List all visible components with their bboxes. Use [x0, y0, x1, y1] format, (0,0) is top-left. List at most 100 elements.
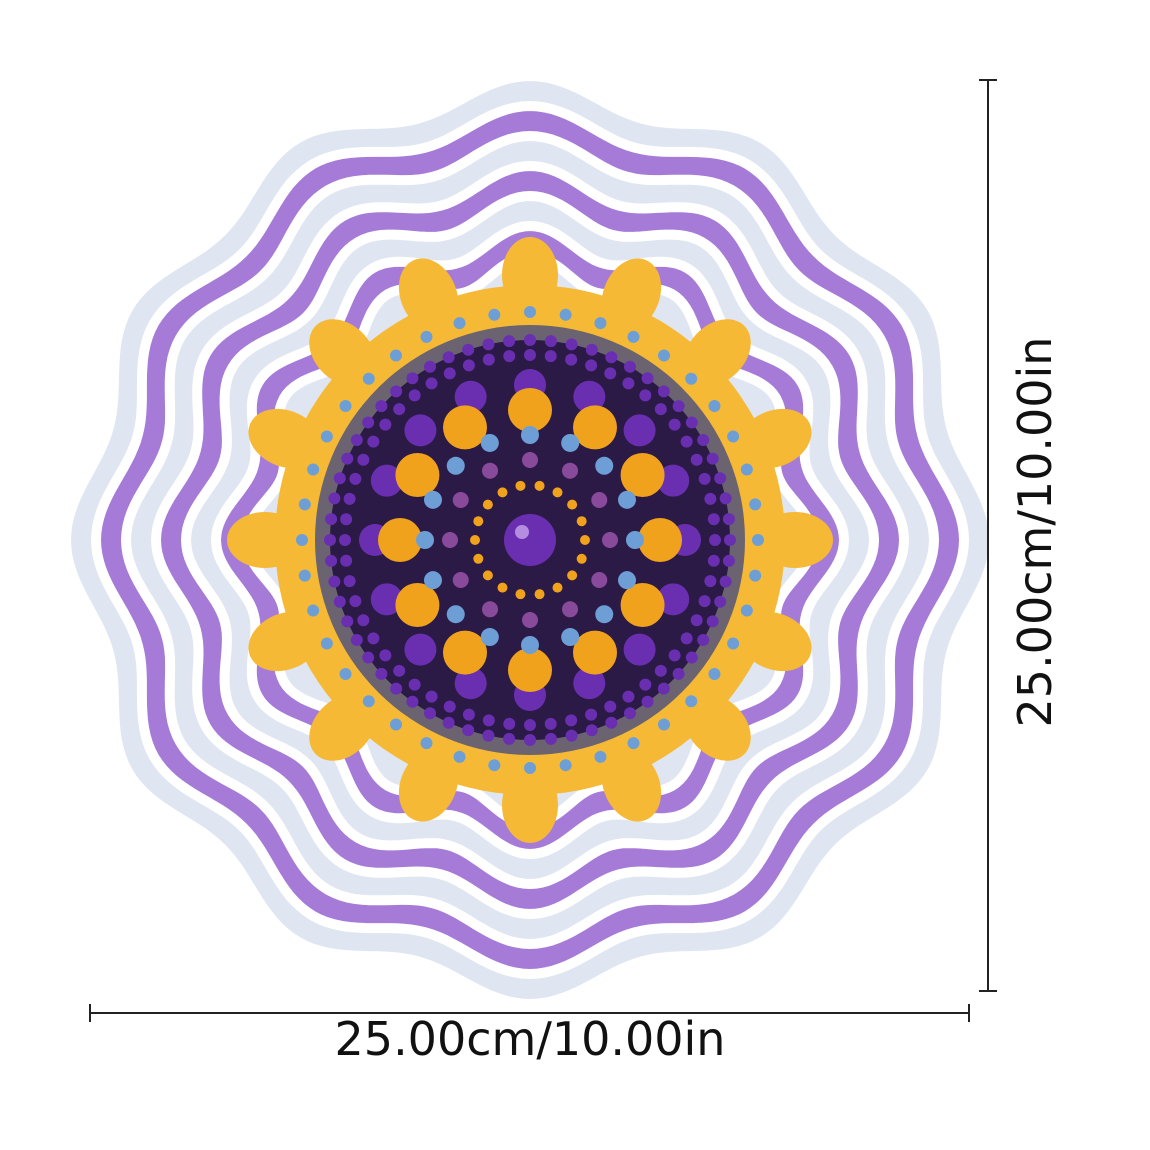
orange-dot — [576, 516, 587, 527]
purple-dot — [605, 351, 618, 364]
blue-drop — [362, 372, 375, 385]
orange-dot — [552, 487, 563, 498]
orange-dot — [580, 535, 590, 545]
purple-dot — [697, 434, 710, 446]
blue-drop — [389, 349, 402, 362]
blue-drop — [749, 569, 762, 582]
purple-dot — [340, 513, 353, 526]
yellow-petal — [227, 512, 303, 568]
blue-drop — [453, 750, 466, 763]
width-dimension-tick-left — [89, 1004, 91, 1022]
blue-drop — [594, 317, 607, 330]
blue-bead — [618, 490, 637, 509]
orange-bead — [508, 388, 552, 432]
purple-dot — [375, 400, 388, 413]
blue-drop — [488, 759, 501, 772]
purple-dot — [503, 335, 516, 348]
purple-dot — [697, 634, 710, 646]
blue-drop — [685, 695, 698, 708]
purple-bead — [573, 380, 606, 413]
purple-bead — [404, 633, 437, 666]
purple-dot — [707, 513, 720, 526]
purple-dot — [408, 389, 421, 402]
yellow-petal — [738, 611, 812, 672]
blue-drop — [708, 399, 721, 412]
purple-dot — [722, 554, 735, 567]
purple-dot — [706, 452, 719, 465]
purple-dot — [657, 682, 670, 695]
blue-drop — [420, 737, 433, 750]
purple-dot — [722, 513, 735, 526]
orange-bead — [573, 630, 617, 675]
orange-dot — [534, 589, 545, 600]
blue-drop — [362, 695, 375, 708]
purple-dot — [698, 472, 711, 485]
blue-drop — [685, 372, 698, 385]
blue-drop — [298, 498, 311, 511]
height-dimension-label: 25.00cm/10.00in — [1008, 336, 1062, 728]
purple-dot — [714, 595, 727, 608]
purple-dot — [350, 434, 363, 446]
orange-dot — [497, 487, 508, 498]
purple-dot — [343, 575, 356, 588]
purple-dot — [375, 667, 388, 680]
purple-dot — [462, 708, 475, 721]
purple-dot — [349, 595, 362, 608]
purple-bead — [370, 583, 403, 616]
purple-dot — [367, 435, 380, 448]
purple-dot — [709, 534, 721, 546]
orange-bead — [443, 405, 487, 450]
purple-bead — [657, 464, 690, 497]
purple-dot — [325, 554, 338, 567]
orange-dot — [567, 570, 578, 581]
blue-bead — [626, 531, 644, 549]
purple-dot — [379, 649, 392, 662]
orange-dot — [576, 553, 587, 564]
blue-bead — [423, 571, 442, 590]
purple-dot — [719, 575, 732, 588]
purple-dot — [585, 343, 598, 356]
yellow-petal — [398, 258, 459, 332]
center-bead — [504, 514, 556, 566]
purple-dot — [442, 351, 455, 364]
purple-dot — [585, 724, 598, 737]
blue-drop — [296, 534, 308, 546]
purple-dot — [443, 700, 456, 713]
purple-dot — [585, 708, 598, 721]
purple-dot — [624, 360, 636, 373]
purple-dot — [503, 732, 516, 745]
orange-dot — [470, 535, 480, 545]
blue-drop — [658, 349, 671, 362]
blue-drop — [453, 317, 466, 330]
yellow-petal — [248, 611, 322, 672]
orange-bead — [378, 518, 422, 562]
purple-dot — [343, 492, 356, 505]
blue-drop — [708, 668, 721, 681]
purple-dot — [685, 416, 698, 429]
purple-dot — [524, 334, 536, 346]
blue-bead — [480, 628, 499, 647]
purple-dot — [707, 554, 720, 567]
purple-dot — [672, 667, 685, 680]
blue-drop — [594, 750, 607, 763]
purple-dot — [690, 453, 703, 466]
purple-dot — [324, 534, 336, 546]
purple-bead — [454, 667, 487, 700]
purple-dot — [719, 492, 732, 505]
height-dimension-tick-top — [979, 79, 997, 81]
orange-dot — [497, 582, 508, 593]
orange-dot — [473, 553, 484, 564]
purple-dot — [367, 632, 380, 645]
purple-dot — [680, 632, 693, 645]
orange-dot — [482, 499, 493, 510]
blue-drop — [420, 330, 433, 343]
purple-dot — [654, 664, 667, 677]
purple-dot — [357, 453, 370, 466]
blue-drop — [627, 737, 640, 750]
purple-dot — [362, 416, 375, 429]
purple-dot — [333, 472, 346, 485]
blue-bead — [480, 433, 499, 452]
purple-dot — [544, 335, 557, 348]
purple-bead — [454, 380, 487, 413]
